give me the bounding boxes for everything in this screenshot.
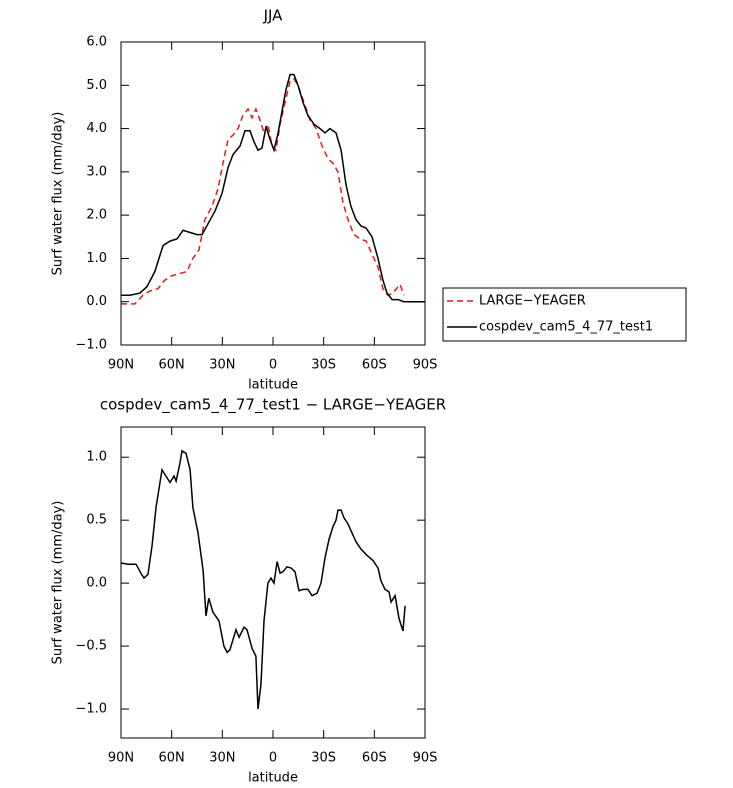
y-tick-label: 2.0 <box>86 208 107 223</box>
x-tick-label: 90N <box>108 358 134 373</box>
x-axis-label: latitude <box>248 378 298 393</box>
y-tick-label: 3.0 <box>86 164 107 179</box>
data-line <box>120 449 406 710</box>
x-tick-label: 60N <box>159 751 185 766</box>
y-tick-label: −1.0 <box>75 702 107 717</box>
x-tick-label: 30N <box>209 358 235 373</box>
x-tick-label: 30N <box>209 751 235 766</box>
y-tick-label: 6.0 <box>86 35 107 50</box>
legend-label: LARGE−YEAGER <box>479 294 586 309</box>
y-tick-label: 0.0 <box>86 294 107 309</box>
y-tick-label: 5.0 <box>86 78 107 93</box>
legend-label: cospdev_cam5_4_77_test1 <box>479 320 653 335</box>
y-tick-label: 1.0 <box>86 450 107 465</box>
y-tick-label: −0.5 <box>75 639 107 654</box>
y-tick-label: −1.0 <box>75 338 107 353</box>
x-tick-label: 90S <box>413 358 438 373</box>
y-axis-label: Surf water flux (mm/day) <box>51 112 66 276</box>
legend-box <box>442 287 687 342</box>
x-tick-label: 60N <box>159 358 185 373</box>
x-tick-label: 0 <box>269 751 277 766</box>
data-line <box>121 73 425 303</box>
plot-frame <box>120 41 426 346</box>
x-tick-label: 60S <box>362 358 387 373</box>
y-tick-label: 1.0 <box>86 251 107 266</box>
chart-title: JJA <box>263 7 284 25</box>
x-tick-label: 90N <box>108 751 134 766</box>
chart-title: cospdev_cam5_4_77_test1 − LARGE−YEAGER <box>100 396 446 415</box>
x-axis-label: latitude <box>248 771 298 786</box>
data-line <box>121 77 405 305</box>
y-axis-label: Surf water flux (mm/day) <box>51 501 66 665</box>
x-tick-label: 30S <box>311 358 336 373</box>
plot-frame <box>120 426 426 739</box>
x-tick-label: 0 <box>269 358 277 373</box>
y-tick-label: 4.0 <box>86 121 107 136</box>
x-tick-label: 30S <box>311 751 336 766</box>
y-tick-label: 0.5 <box>86 513 107 528</box>
x-tick-label: 60S <box>362 751 387 766</box>
x-tick-label: 90S <box>413 751 438 766</box>
y-tick-label: 0.0 <box>86 576 107 591</box>
